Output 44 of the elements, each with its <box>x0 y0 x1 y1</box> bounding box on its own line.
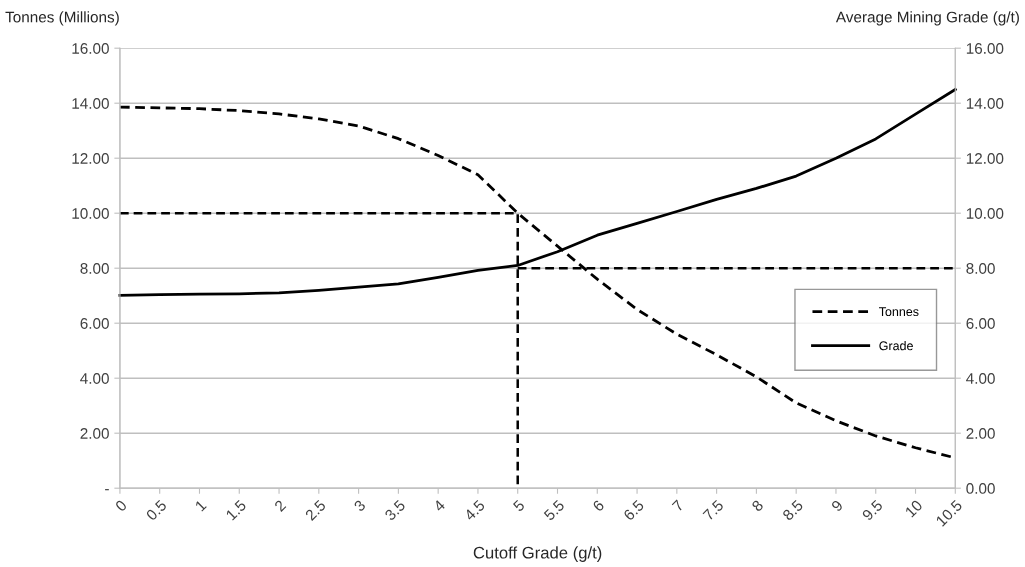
y2-tick-label: 10.00 <box>966 208 1004 219</box>
y-tick-label: 12.00 <box>72 153 109 164</box>
x-tick-label: 3.5 <box>384 499 406 522</box>
x-tick-label: 6.5 <box>622 499 645 522</box>
y2-tick-label: 4.00 <box>966 373 995 384</box>
x-tick-label: 8.5 <box>781 499 804 522</box>
x-tick-label: 10 <box>904 499 924 518</box>
y-axis-title: Tonnes (Millions) <box>5 11 119 26</box>
x-tick-label: 0.5 <box>145 499 168 522</box>
x-tick-label: 8 <box>751 499 764 513</box>
x-tick-label: 3 <box>353 499 367 513</box>
x-tick-label: 7 <box>671 499 685 512</box>
y-tick-label: 6.00 <box>80 318 109 329</box>
y-tick-label: 14.00 <box>72 98 109 109</box>
y2-tick-label: 16.00 <box>966 43 1004 54</box>
x-tick-label: 9.5 <box>861 499 884 522</box>
y-tick-label: 16.00 <box>72 43 109 54</box>
x-tick-label: 0 <box>114 499 128 513</box>
y-tick-label: 8.00 <box>80 263 109 274</box>
x-tick-label: 1.5 <box>225 499 247 521</box>
y2-tick-label: 12.00 <box>966 153 1004 164</box>
y2-tick-label: 14.00 <box>966 98 1004 109</box>
y2-tick-label: 0.00 <box>966 483 995 494</box>
x-tick-label: 1 <box>194 499 207 512</box>
x-axis-title: Cutoff Grade (g/t) <box>473 546 602 562</box>
y2-tick-label: 2.00 <box>966 428 995 439</box>
x-tick-label: 4 <box>432 499 446 513</box>
x-tick-label: 4.5 <box>463 499 486 522</box>
y2-axis-title: Average Mining Grade (g/t) <box>835 11 1019 26</box>
y-tick-label: 2.00 <box>80 428 109 439</box>
y-tick-label: 4.00 <box>80 373 109 384</box>
x-tick-label: 6 <box>592 499 605 512</box>
x-tick-label: 5 <box>512 499 526 513</box>
x-tick-label: 5.5 <box>543 499 565 522</box>
y2-tick-label: 8.00 <box>966 263 995 274</box>
legend-label: Grade <box>879 341 913 351</box>
y2-tick-label: 6.00 <box>966 318 995 329</box>
legend-label: Tonnes <box>879 307 919 317</box>
x-tick-label: 9 <box>830 499 844 513</box>
x-tick-label: 7.5 <box>702 499 725 521</box>
y-tick-label: - <box>105 489 109 491</box>
x-tick-label: 2 <box>273 499 287 512</box>
x-tick-label: 2.5 <box>304 499 327 522</box>
y-tick-label: 10.00 <box>72 208 109 219</box>
